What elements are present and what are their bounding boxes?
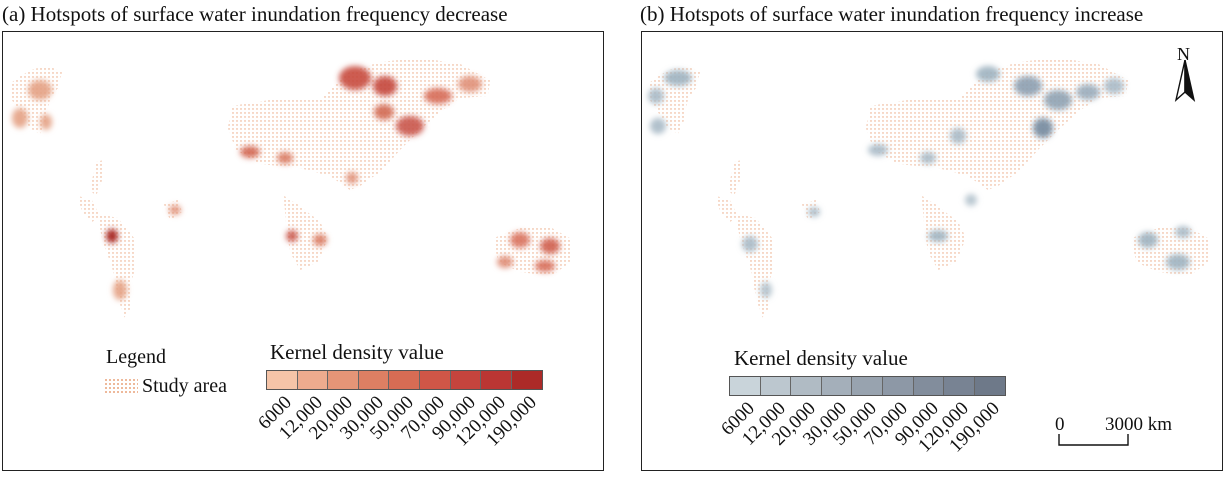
panel-b-title: (b) Hotspots of surface water inundation… — [640, 2, 1144, 26]
study-area-swatch — [104, 378, 138, 394]
kd-title-a: Kernel density value — [270, 340, 444, 364]
legend-title: Legend — [106, 346, 166, 368]
kd-swatch — [328, 371, 359, 389]
kd-title-b: Kernel density value — [734, 346, 908, 370]
kd-swatch — [297, 371, 329, 389]
legend-study-area-label: Study area — [142, 375, 227, 397]
kd-swatch — [419, 371, 451, 389]
north-arrow-label: N — [1177, 44, 1190, 64]
kd-swatch — [730, 377, 761, 395]
scale-zero: 0 — [1055, 414, 1065, 435]
panel-a-study-area — [12, 58, 570, 318]
panel-a-hotspots — [12, 66, 560, 300]
kd-swatch — [821, 377, 853, 395]
panel-a-title: (a) Hotspots of surface water inundation… — [2, 2, 508, 26]
kd-swatch — [974, 377, 1006, 395]
kd-swatch — [481, 371, 512, 389]
panel-b-frame — [641, 31, 1223, 471]
panel-b-hotspots — [648, 66, 1191, 298]
panel-a-frame — [2, 31, 604, 471]
kd-colorbar-a — [266, 370, 544, 390]
kd-swatch — [389, 371, 420, 389]
kd-swatch — [852, 377, 883, 395]
north-arrow-icon — [1174, 60, 1196, 102]
scale-label: 3000 km — [1105, 414, 1173, 435]
kd-swatch — [267, 371, 298, 389]
scale-bar — [1058, 434, 1129, 446]
kd-colorbar-b — [729, 376, 1007, 396]
kd-swatch — [944, 377, 975, 395]
kd-swatch — [913, 377, 945, 395]
kd-swatch — [882, 377, 914, 395]
kd-swatch — [511, 371, 543, 389]
kd-swatch — [791, 377, 822, 395]
kd-swatch — [358, 371, 390, 389]
kd-swatch — [760, 377, 792, 395]
kd-swatch — [450, 371, 482, 389]
panel-b-study-area — [650, 58, 1208, 318]
